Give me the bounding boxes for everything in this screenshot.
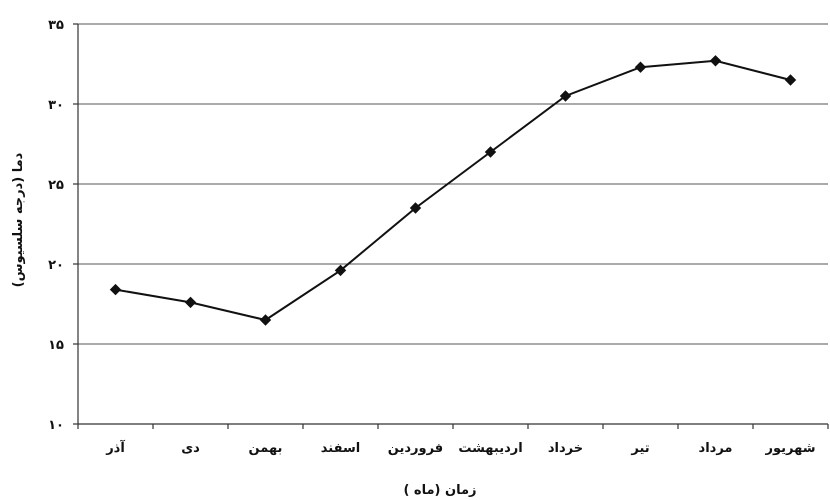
- x-tick-label: مرداد: [699, 441, 733, 456]
- x-tick-label: دی: [181, 441, 200, 456]
- x-tick-label: خرداد: [548, 441, 583, 456]
- data-markers: [109, 55, 797, 326]
- y-tick-label: ۲۵: [48, 178, 64, 193]
- x-tick-label: اردیبهشت: [458, 441, 522, 456]
- x-tick-labels: آذر دی بهمن اسفند فروردین اردیبهشت خرداد تیر مرد…: [77, 424, 829, 456]
- data-point: [409, 202, 422, 214]
- data-point: [484, 146, 497, 158]
- x-tick-label: فروردین: [388, 441, 443, 456]
- data-point: [559, 90, 572, 102]
- x-axis-title: زمان (ماه ): [403, 483, 476, 498]
- grid-lines: [78, 23, 828, 345]
- series-line: [115, 59, 791, 322]
- y-tick-label: ۱۰: [48, 418, 64, 433]
- y-tick-labels: ۱۰ ۱۵ ۲۰ ۲۵ ۳۰ ۳۵: [48, 18, 78, 433]
- x-tick-label: آذر: [105, 439, 125, 456]
- data-point: [334, 264, 347, 277]
- data-point: [259, 314, 272, 326]
- y-tick-label: ۳۰: [48, 98, 64, 113]
- x-tick-label: اسفند: [321, 441, 360, 456]
- y-tick-label: ۱۵: [48, 338, 64, 353]
- x-tick-label: شهریور: [765, 441, 816, 456]
- y-tick-label: ۲۰: [48, 258, 64, 273]
- x-tick-label: بهمن: [249, 441, 283, 456]
- data-point: [184, 296, 197, 309]
- data-point: [634, 61, 647, 73]
- y-tick-label: ۳۵: [48, 18, 64, 33]
- data-point: [784, 74, 797, 86]
- data-point: [109, 283, 122, 296]
- y-axis-title: دما (درجه سلسیوس): [11, 152, 26, 287]
- x-tick-label: تیر: [630, 441, 649, 456]
- data-point: [709, 55, 722, 67]
